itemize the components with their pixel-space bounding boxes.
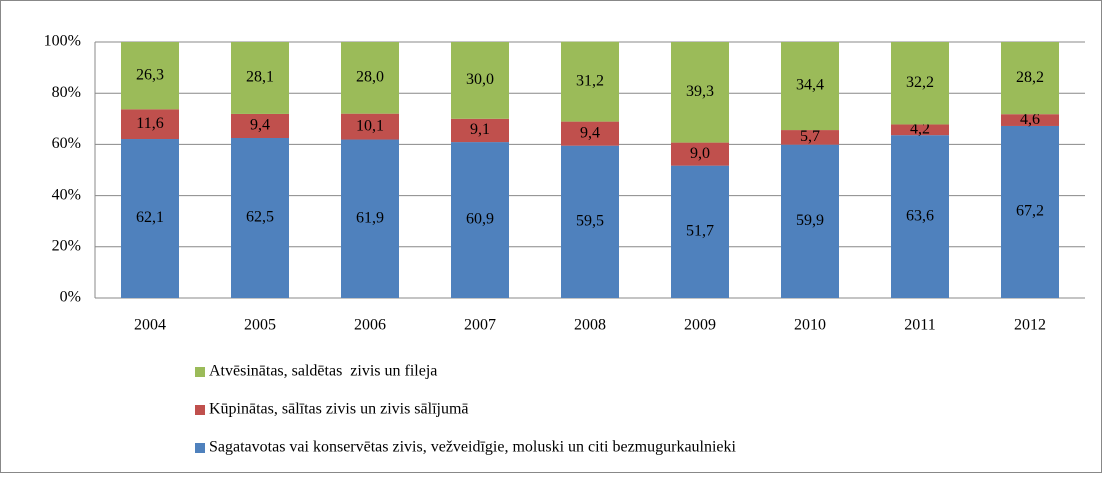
bar-segment (1001, 125, 1059, 298)
bar-segment (451, 118, 509, 143)
legend-label: Kūpinātas, sālītas zivis un zivis sālīju… (209, 401, 469, 418)
x-tick-label: 2006 (354, 317, 386, 334)
bar-segment (121, 42, 179, 110)
data-label: 51,7 (686, 222, 714, 239)
bar-segment (451, 42, 509, 119)
bar-segment (1001, 42, 1059, 115)
y-tick-label: 60% (52, 135, 81, 152)
x-tick-label: 2007 (464, 317, 496, 334)
data-label: 63,6 (906, 207, 934, 224)
bar-segment (341, 42, 399, 114)
y-tick-label: 20% (52, 237, 81, 254)
bar-segment (1001, 114, 1059, 126)
bar-segment (671, 165, 729, 298)
data-label: 39,3 (686, 83, 714, 100)
data-label: 28,0 (356, 69, 384, 86)
legend-label: Atvēsinātas, saldētas zivis un fileja (209, 363, 437, 380)
bar-segment (231, 42, 289, 114)
x-tick-label: 2009 (684, 317, 716, 334)
bar-segment (891, 135, 949, 298)
x-tick-label: 2005 (244, 317, 276, 334)
bar-segment (561, 41, 619, 122)
bar-segment (121, 139, 179, 298)
legend-swatch (195, 405, 205, 415)
data-label: 28,2 (1016, 69, 1044, 86)
data-label: 9,4 (250, 117, 270, 134)
data-label: 4,2 (910, 120, 930, 137)
data-label: 5,7 (800, 128, 820, 145)
bar-segment (231, 138, 289, 298)
bar-segment (781, 42, 839, 131)
legend-swatch (195, 443, 205, 453)
data-label: 9,4 (580, 124, 600, 141)
bar-segment (781, 144, 839, 298)
data-label: 62,5 (246, 209, 274, 226)
data-label: 26,3 (136, 66, 164, 83)
bar-segment (231, 113, 289, 138)
data-label: 10,1 (356, 117, 384, 134)
x-tick-label: 2011 (904, 317, 935, 334)
data-label: 61,9 (356, 209, 384, 226)
bar-segment (891, 124, 949, 136)
x-tick-label: 2004 (134, 317, 166, 334)
data-label: 4,6 (1020, 111, 1040, 128)
data-label: 59,5 (576, 213, 604, 230)
y-tick-label: 100% (44, 33, 81, 50)
bar-segment (121, 109, 179, 140)
data-label: 28,1 (246, 69, 274, 86)
bar-segment (561, 121, 619, 146)
bar-segment (781, 130, 839, 145)
data-label: 60,9 (466, 211, 494, 228)
bar-segment (561, 145, 619, 298)
data-label: 11,6 (136, 115, 163, 132)
bar-segment (671, 142, 729, 166)
data-label: 67,2 (1016, 203, 1044, 220)
data-label: 31,2 (576, 72, 604, 89)
legend-label: Sagatavotas vai konservētas zivis, vežve… (209, 439, 737, 456)
x-tick-label: 2010 (794, 317, 826, 334)
bar-segment (671, 42, 729, 143)
data-label: 30,0 (466, 71, 494, 88)
data-label: 34,4 (796, 77, 824, 94)
y-tick-label: 0% (60, 289, 81, 306)
legend-swatch (195, 367, 205, 377)
data-label: 62,1 (136, 209, 164, 226)
data-label: 9,0 (690, 145, 710, 162)
data-label: 59,9 (796, 212, 824, 229)
y-tick-label: 40% (52, 186, 81, 203)
data-label: 9,1 (470, 121, 490, 138)
x-tick-label: 2012 (1014, 317, 1046, 334)
bar-segment (341, 139, 399, 298)
y-tick-label: 80% (52, 84, 81, 101)
data-label: 32,2 (906, 74, 934, 91)
bar-segment (451, 142, 509, 298)
x-tick-label: 2008 (574, 317, 606, 334)
bar-segment (891, 42, 949, 125)
bar-segment (341, 113, 399, 140)
